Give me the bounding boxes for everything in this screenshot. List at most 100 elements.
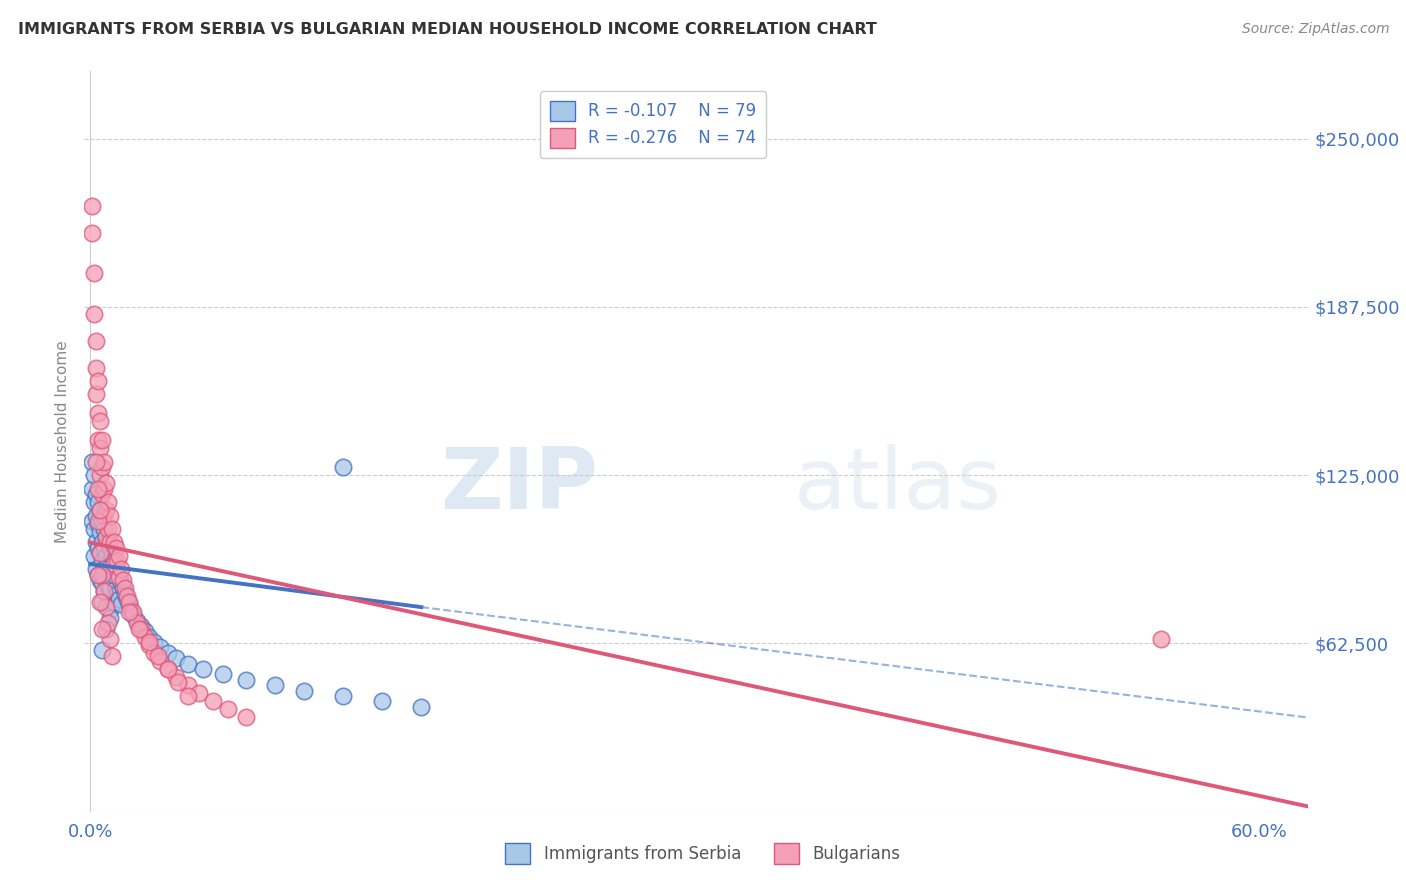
Point — [103, 557, 125, 571]
Point — [89, 546, 111, 560]
Point — [89, 595, 111, 609]
Point — [90, 433, 112, 447]
Point — [98, 581, 121, 595]
Point — [122, 608, 145, 623]
Point — [89, 414, 111, 428]
Point — [82, 226, 104, 240]
Point — [82, 482, 104, 496]
Point — [84, 487, 107, 501]
Point — [165, 651, 187, 665]
Point — [84, 508, 107, 523]
Point — [176, 657, 198, 671]
Point — [107, 554, 129, 568]
Point — [83, 549, 105, 563]
Point — [90, 595, 112, 609]
Point — [201, 694, 224, 708]
Point — [98, 632, 121, 647]
Point — [90, 460, 112, 475]
Point — [114, 581, 136, 595]
Point — [157, 662, 180, 676]
Point — [138, 630, 160, 644]
Point — [118, 595, 141, 609]
Point — [118, 598, 141, 612]
Point — [235, 710, 257, 724]
Point — [87, 514, 110, 528]
Point — [143, 646, 166, 660]
Point — [89, 442, 111, 456]
Point — [332, 689, 354, 703]
Point — [87, 374, 110, 388]
Point — [84, 535, 107, 549]
Point — [103, 573, 125, 587]
Point — [193, 662, 215, 676]
Point — [134, 630, 156, 644]
Point — [122, 606, 145, 620]
Point — [93, 584, 115, 599]
Point — [98, 535, 121, 549]
Text: ZIP: ZIP — [440, 444, 598, 527]
Point — [107, 587, 129, 601]
Point — [108, 592, 131, 607]
Point — [97, 557, 120, 571]
Point — [94, 600, 117, 615]
Point — [166, 675, 188, 690]
Point — [143, 635, 166, 649]
Point — [94, 530, 117, 544]
Point — [103, 567, 125, 582]
Point — [120, 603, 142, 617]
Point — [112, 581, 135, 595]
Point — [94, 570, 117, 584]
Point — [332, 460, 354, 475]
Point — [97, 495, 120, 509]
Point — [264, 678, 287, 692]
Point — [90, 567, 112, 582]
Point — [83, 266, 105, 280]
Point — [100, 549, 122, 563]
Point — [1150, 632, 1173, 647]
Point — [149, 640, 172, 655]
Point — [83, 495, 105, 509]
Point — [103, 554, 125, 568]
Point — [94, 503, 117, 517]
Point — [97, 535, 120, 549]
Point — [129, 622, 152, 636]
Point — [90, 514, 112, 528]
Point — [94, 622, 117, 636]
Point — [84, 387, 107, 401]
Point — [89, 524, 111, 539]
Point — [94, 530, 117, 544]
Point — [84, 562, 107, 576]
Point — [411, 699, 433, 714]
Point — [90, 554, 112, 568]
Point — [90, 535, 112, 549]
Point — [84, 334, 107, 348]
Point — [89, 503, 111, 517]
Y-axis label: Median Household Income: Median Household Income — [55, 340, 70, 543]
Point — [235, 673, 257, 687]
Point — [108, 570, 131, 584]
Text: Source: ZipAtlas.com: Source: ZipAtlas.com — [1241, 22, 1389, 37]
Point — [125, 614, 148, 628]
Point — [84, 360, 107, 375]
Point — [98, 611, 121, 625]
Point — [118, 606, 141, 620]
Point — [93, 482, 115, 496]
Point — [128, 622, 150, 636]
Point — [93, 584, 115, 599]
Point — [110, 562, 132, 576]
Point — [98, 559, 121, 574]
Point — [82, 514, 104, 528]
Point — [87, 516, 110, 531]
Point — [104, 559, 127, 574]
Point — [108, 570, 131, 584]
Point — [98, 508, 121, 523]
Point — [93, 562, 115, 576]
Point — [138, 635, 160, 649]
Point — [134, 624, 156, 639]
Point — [87, 433, 110, 447]
Point — [294, 683, 316, 698]
Point — [82, 455, 104, 469]
Point — [94, 549, 117, 563]
Point — [87, 567, 110, 582]
Point — [90, 487, 112, 501]
